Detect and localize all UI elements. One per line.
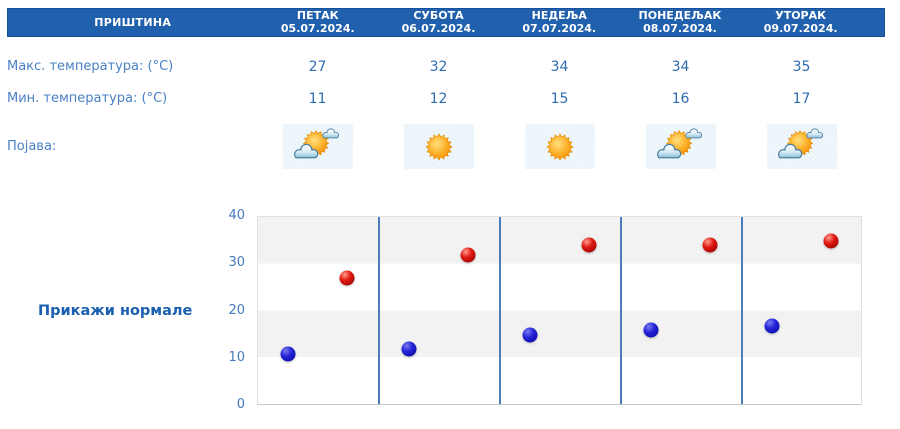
location-title: ПРИШТИНА: [94, 16, 172, 29]
chart-plot: [257, 216, 862, 405]
max-temp-value: 32: [429, 59, 448, 75]
min-temp-value: 12: [429, 91, 448, 107]
max-temperature-point: [823, 233, 839, 249]
chart-y-tick-label: 40: [228, 208, 245, 223]
max-temp-value: 34: [550, 59, 569, 75]
chart-y-tick-label: 10: [228, 349, 245, 365]
phenomena-label: Појава:: [7, 139, 57, 154]
min-temp-value: 17: [792, 91, 811, 107]
day-header-tuesday: УТОРАК 09.07.2024.: [740, 9, 861, 35]
max-temperature-label: Макс. температура: (°C): [7, 59, 174, 74]
max-temperature-point: [702, 237, 718, 253]
chart-day-divider: [378, 217, 380, 404]
day-name: ПОНЕДЕЉАК: [638, 9, 722, 22]
chart-day-divider: [741, 217, 743, 404]
min-temperature-row: Мин. температура: (°C) 11 12 15 16 17: [7, 89, 885, 109]
day-header-monday: ПОНЕДЕЉАК 08.07.2024.: [620, 9, 741, 35]
sunny-icon: [403, 124, 474, 169]
chart-day-divider: [499, 217, 501, 404]
day-date: 07.07.2024.: [522, 21, 597, 35]
chart-y-tick-label: 0: [236, 397, 245, 412]
partly-cloudy-icon: [282, 124, 353, 169]
day-name: ПЕТАК: [296, 9, 339, 22]
day-date: 05.07.2024.: [280, 21, 355, 35]
min-temperature-point: [643, 322, 659, 338]
temperature-chart: 0 10 20 30 40: [228, 208, 862, 412]
max-temperature-point: [339, 270, 355, 286]
show-normals-link[interactable]: Прикажи нормале: [38, 303, 193, 319]
day-header-friday: ПЕТАК 05.07.2024.: [257, 9, 378, 35]
day-date: 06.07.2024.: [401, 21, 476, 35]
phenomena-row: Појава:: [7, 123, 885, 170]
forecast-table-header: ПРИШТИНА ПЕТАК 05.07.2024. СУБОТА 06.07.…: [7, 8, 885, 37]
min-temperature-point: [280, 346, 296, 362]
day-name: УТОРАК: [775, 9, 827, 22]
min-temp-value: 16: [671, 91, 690, 107]
chart-y-tick-label: 30: [228, 255, 245, 271]
min-temp-value: 15: [550, 91, 569, 107]
max-temperature-point: [460, 247, 476, 263]
max-temp-value: 34: [671, 59, 690, 75]
partly-cloudy-icon: [766, 124, 837, 169]
max-temp-value: 27: [308, 59, 327, 75]
day-name: НЕДЕЉА: [531, 9, 587, 22]
min-temp-value: 11: [308, 91, 327, 107]
min-temperature-point: [522, 327, 538, 343]
chart-y-axis: 0 10 20 30 40: [221, 208, 251, 412]
min-temperature-label: Мин. температура: (°C): [7, 91, 168, 106]
day-header-sunday: НЕДЕЉА 07.07.2024.: [499, 9, 620, 35]
max-temp-value: 35: [792, 59, 811, 75]
day-header-saturday: СУБОТА 06.07.2024.: [378, 9, 499, 35]
partly-cloudy-icon: [645, 124, 716, 169]
day-date: 09.07.2024.: [763, 21, 838, 35]
max-temperature-point: [581, 237, 597, 253]
max-temperature-row: Макс. температура: (°C) 27 32 34 34 35: [7, 57, 885, 77]
min-temperature-point: [764, 318, 780, 334]
day-date: 08.07.2024.: [643, 21, 717, 35]
chart-day-divider: [620, 217, 622, 404]
day-name: СУБОТА: [413, 9, 464, 22]
min-temperature-point: [401, 341, 417, 357]
sunny-icon: [524, 124, 595, 169]
chart-y-tick-label: 20: [228, 302, 245, 318]
